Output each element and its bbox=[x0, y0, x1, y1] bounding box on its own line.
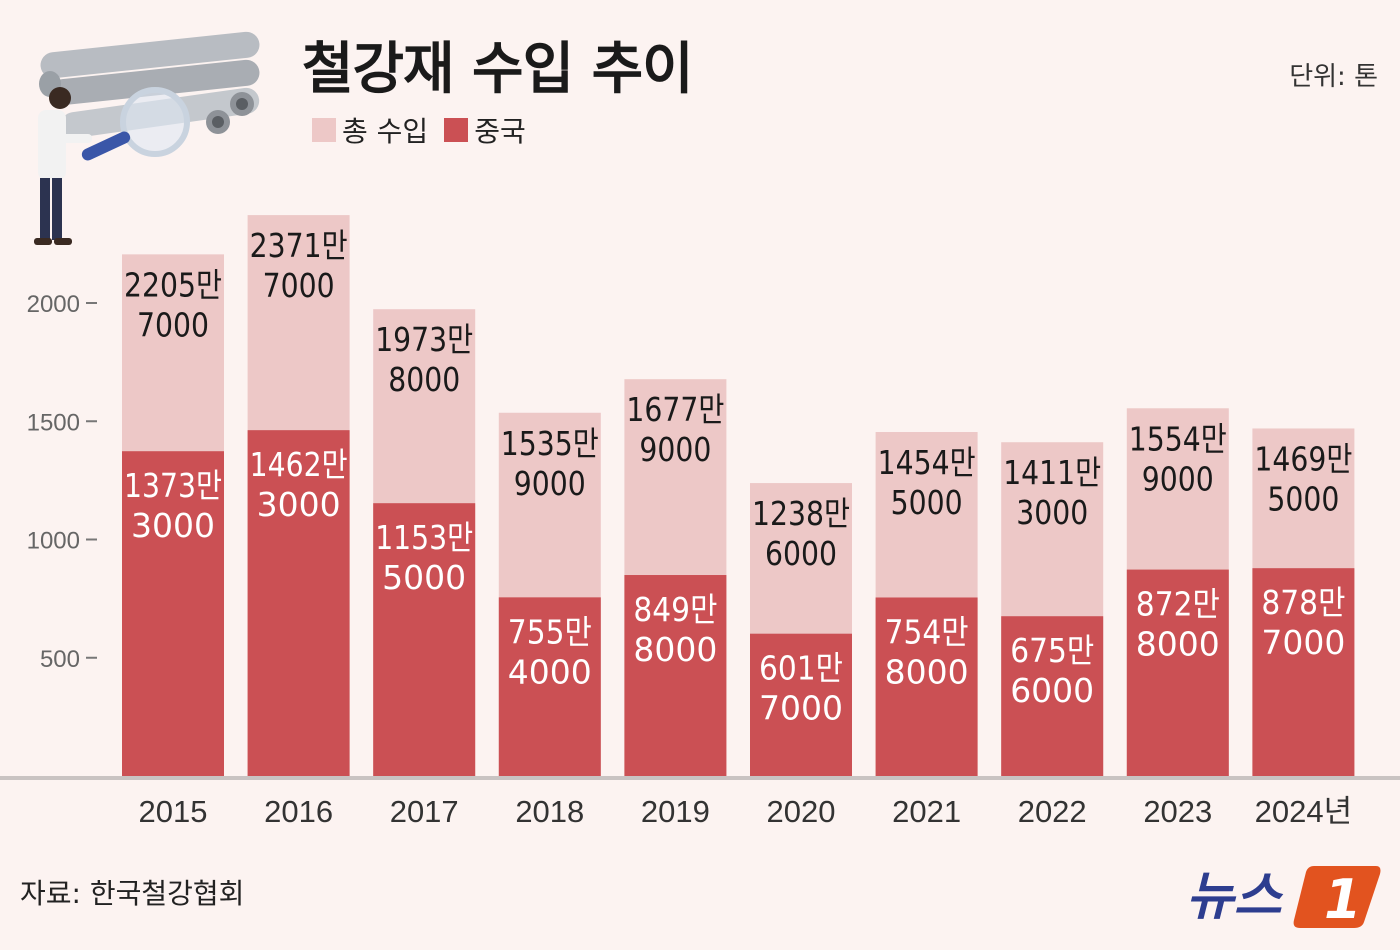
data-label-total: 7000 bbox=[263, 266, 335, 305]
data-label-china: 8000 bbox=[1136, 625, 1220, 664]
x-tick-label: 2020 bbox=[767, 794, 836, 829]
data-label-china: 6000 bbox=[1010, 671, 1094, 710]
data-label-total: 9000 bbox=[1142, 459, 1214, 498]
bar-china bbox=[247, 430, 350, 776]
legend: 총 수입 중국 bbox=[312, 110, 534, 150]
legend-swatch-total bbox=[312, 118, 336, 142]
svg-text:뉴스: 뉴스 bbox=[1186, 867, 1284, 927]
legend-swatch-china bbox=[444, 118, 469, 142]
bar-china bbox=[122, 451, 224, 776]
data-label-total: 9000 bbox=[639, 430, 711, 469]
legend-item-total: 총 수입 bbox=[312, 110, 428, 150]
x-tick-label: 2016 bbox=[264, 794, 333, 829]
bar-china bbox=[624, 575, 727, 776]
data-label-total: 2205만 bbox=[124, 265, 222, 304]
y-tick-label: 2000 bbox=[27, 291, 80, 318]
data-label-china: 601만 bbox=[759, 649, 843, 688]
bar-china bbox=[1126, 569, 1229, 776]
pipes-inspector-illustration bbox=[34, 31, 260, 245]
bar-china bbox=[1001, 616, 1104, 776]
x-tick-label: 2024년 bbox=[1255, 794, 1352, 829]
data-label-total: 8000 bbox=[388, 360, 460, 399]
bar-china bbox=[1252, 568, 1355, 776]
data-label-china: 755만 bbox=[508, 612, 592, 651]
data-label-total: 1973만 bbox=[375, 320, 473, 359]
data-label-total: 9000 bbox=[514, 464, 586, 503]
data-label-china: 8000 bbox=[633, 630, 717, 669]
data-label-china: 849만 bbox=[633, 590, 717, 629]
data-label-total: 2371만 bbox=[250, 226, 348, 265]
data-label-china: 7000 bbox=[759, 689, 843, 728]
data-label-total: 1454만 bbox=[878, 443, 976, 482]
source-note: 자료: 한국철강협회 bbox=[20, 877, 245, 910]
data-label-china: 1462만 bbox=[250, 445, 348, 484]
data-label-china: 3000 bbox=[257, 485, 341, 524]
data-label-china: 3000 bbox=[131, 506, 215, 545]
data-label-china: 1153만 bbox=[375, 518, 473, 557]
data-label-total: 6000 bbox=[765, 534, 837, 573]
bar-china bbox=[498, 597, 601, 776]
data-label-total: 3000 bbox=[1016, 493, 1088, 532]
data-label-total: 1554만 bbox=[1129, 419, 1227, 458]
data-label-china: 7000 bbox=[1261, 623, 1345, 662]
magnifier-icon bbox=[81, 87, 190, 161]
x-tick-label: 2022 bbox=[1018, 794, 1087, 829]
data-label-total: 1238만 bbox=[752, 494, 850, 533]
data-label-total: 1469만 bbox=[1254, 439, 1352, 478]
news1-logo: 뉴스 1 bbox=[1186, 866, 1381, 930]
data-label-china: 5000 bbox=[382, 558, 466, 597]
x-tick-label: 2023 bbox=[1143, 794, 1212, 829]
data-label-total: 5000 bbox=[1267, 479, 1339, 518]
data-label-total: 5000 bbox=[891, 483, 963, 522]
bar-china bbox=[875, 597, 978, 776]
legend-label-china: 중국 bbox=[474, 115, 526, 148]
data-label-china: 8000 bbox=[885, 652, 969, 691]
bar-china bbox=[750, 633, 852, 776]
x-axis-baseline bbox=[0, 776, 1400, 780]
x-tick-label: 2021 bbox=[892, 794, 961, 829]
unit-label: 단위: 톤 bbox=[1289, 62, 1378, 92]
x-tick-label: 2017 bbox=[390, 794, 459, 829]
x-tick-label: 2018 bbox=[515, 794, 584, 829]
y-tick-label: 1500 bbox=[27, 409, 80, 436]
legend-item-china: 중국 bbox=[444, 110, 526, 150]
data-label-china: 1373만 bbox=[124, 466, 222, 505]
x-tick-label: 2019 bbox=[641, 794, 710, 829]
person-icon bbox=[34, 87, 92, 245]
legend-label-total: 총 수입 bbox=[342, 115, 429, 148]
data-label-total: 1535만 bbox=[501, 424, 599, 463]
data-label-total: 1677만 bbox=[626, 390, 724, 429]
data-label-china: 872만 bbox=[1136, 585, 1220, 624]
data-label-china: 675만 bbox=[1010, 631, 1094, 670]
chart-title: 철강재 수입 추이 bbox=[302, 37, 694, 102]
data-label-china: 4000 bbox=[508, 652, 592, 691]
svg-text:1: 1 bbox=[1324, 868, 1362, 930]
x-tick-label: 2015 bbox=[139, 794, 208, 829]
data-label-total: 7000 bbox=[137, 305, 209, 344]
y-tick-label: 500 bbox=[40, 646, 80, 673]
y-tick-label: 1000 bbox=[27, 528, 80, 555]
data-label-china: 878만 bbox=[1261, 583, 1345, 622]
data-label-total: 1411만 bbox=[1003, 453, 1101, 492]
data-label-china: 754만 bbox=[885, 612, 969, 651]
bar-china bbox=[373, 503, 476, 776]
